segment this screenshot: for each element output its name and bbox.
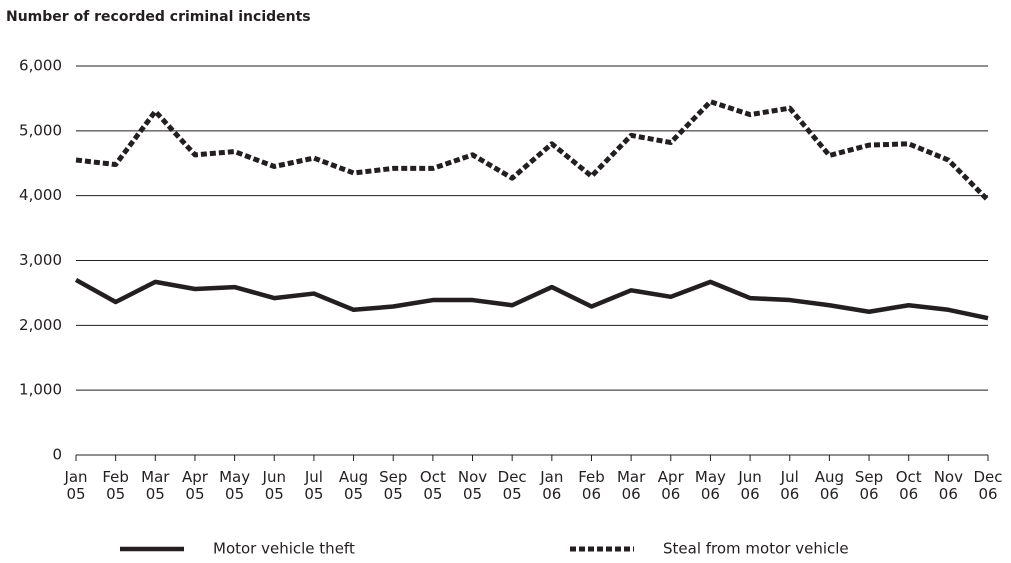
x-tick-label: Oct 05 [420,468,446,503]
x-tick-label: Apr 05 [182,468,209,503]
x-tick-label: Dec 06 [973,468,1002,503]
legend-label: Motor vehicle theft [213,540,355,558]
x-tick-label: Oct 06 [896,468,922,503]
x-tick-label: Feb 05 [102,468,129,503]
x-tick-label: Jun 05 [262,468,286,503]
x-tick-label: Nov 05 [458,468,487,503]
x-tick-label: Jul 05 [304,468,324,503]
y-tick-label: 3,000 [19,251,62,269]
y-tick-label: 2,000 [19,316,62,334]
y-tick-label: 1,000 [19,381,62,399]
x-tick-label: Sep 05 [379,468,407,503]
x-tick-label: Apr 06 [658,468,685,503]
legend-label: Steal from motor vehicle [663,540,849,558]
y-tick-label: 4,000 [19,186,62,204]
x-tick-label: Aug 06 [815,468,844,503]
chart-title: Number of recorded criminal incidents [6,9,311,25]
y-tick-label: 6,000 [19,57,62,75]
x-tick-label: Mar 06 [617,468,646,503]
x-tick-label: May 06 [695,468,726,503]
x-tick-label: Mar 05 [141,468,170,503]
x-tick-label: Dec 05 [498,468,527,503]
series-line [74,277,989,321]
x-tick-label: May 05 [219,468,250,503]
x-tick-label: Jun 06 [737,468,761,503]
x-tick-label: Nov 06 [934,468,963,503]
y-tick-label: 5,000 [19,121,62,139]
x-tick-label: Jul 06 [780,468,800,503]
x-tick-label: Jan 06 [539,468,563,503]
x-tick-label: Sep 06 [855,468,883,503]
x-tick-label: Aug 05 [339,468,368,503]
x-tick-label: Feb 06 [578,468,605,503]
series-line [75,99,990,202]
y-tick-label: 0 [52,446,62,464]
x-tick-label: Jan 05 [63,468,87,503]
